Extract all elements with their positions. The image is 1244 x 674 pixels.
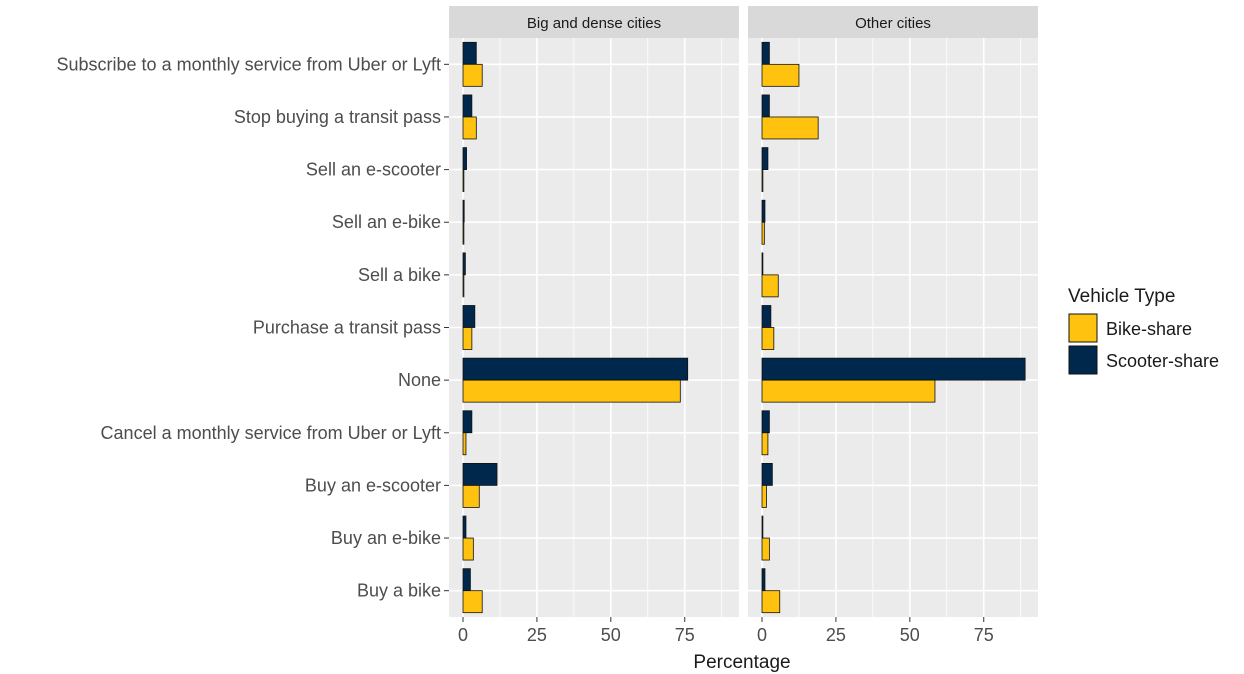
bar-scooter-share-none: [761, 357, 1026, 381]
category-label-cancel-a-monthly-service-from-uber-or-lyft: Cancel a monthly service from Uber or Ly…: [101, 423, 441, 443]
bar-bike-share-cancel-a-monthly-service-from-uber-or-lyft: [462, 432, 467, 456]
bar-bike-share-buy-a-bike: [761, 590, 781, 614]
bar-scooter-share-purchase-a-transit-pass: [462, 305, 476, 328]
bar-scooter-share-sell-a-bike: [761, 252, 764, 276]
bar-bike-share-none: [761, 379, 936, 403]
category-axis-labels: Subscribe to a monthly service from Uber…: [57, 54, 449, 601]
bar-bike-share-sell-a-bike: [761, 274, 779, 298]
strip-other-cities: [748, 6, 1038, 38]
bar-scooter-share-sell-an-e-scooter: [761, 147, 769, 170]
bar-scooter-share-buy-a-bike: [462, 568, 471, 592]
x-axis-title: Percentage: [693, 652, 790, 673]
bar-bike-share-cancel-a-monthly-service-from-uber-or-lyft: [761, 432, 769, 456]
x-tick-label: 75: [974, 625, 994, 645]
bar-bike-share-stop-buying-a-transit-pass: [462, 116, 477, 140]
bar-scooter-share-buy-an-e-scooter: [761, 463, 773, 486]
bar-scooter-share-sell-a-bike: [462, 252, 466, 276]
category-label-none: None: [398, 370, 441, 390]
strip-big-and-dense-cities: [449, 6, 739, 38]
legend-label-scooter-share: Scooter-share: [1106, 351, 1219, 371]
bar-scooter-share-cancel-a-monthly-service-from-uber-or-lyft: [462, 410, 473, 434]
x-tick-label: 50: [601, 625, 621, 645]
bar-scooter-share-none: [462, 357, 689, 381]
category-label-sell-a-bike: Sell a bike: [358, 265, 441, 285]
legend-title: Vehicle Type: [1068, 286, 1175, 307]
bar-bike-share-buy-a-bike: [462, 590, 483, 614]
category-label-sell-an-e-scooter: Sell an e-scooter: [306, 160, 441, 180]
bar-bike-share-buy-an-e-bike: [761, 537, 770, 561]
legend-label-bike-share: Bike-share: [1106, 319, 1192, 339]
x-tick-label: 50: [900, 625, 920, 645]
x-tick-label: 75: [675, 625, 695, 645]
bar-bike-share-buy-an-e-bike: [462, 537, 474, 561]
bar-scooter-share-buy-an-e-bike: [761, 515, 764, 539]
category-label-buy-a-bike: Buy a bike: [357, 581, 441, 601]
strip-label-big-and-dense-cities: Big and dense cities: [527, 15, 661, 32]
legend-key-scooter-share: [1068, 345, 1098, 375]
bar-bike-share-none: [462, 379, 681, 403]
panel-other-cities: Other cities 0 25 50 75: [748, 6, 1038, 645]
bar-bike-share-stop-buying-a-transit-pass: [761, 116, 819, 140]
category-label-stop-buying-a-transit-pass: Stop buying a transit pass: [234, 107, 441, 127]
strip-label-other-cities: Other cities: [855, 15, 931, 32]
bar-scooter-share-sell-an-e-bike: [761, 199, 766, 223]
bar-scooter-share-purchase-a-transit-pass: [761, 305, 772, 328]
bar-scooter-share-subscribe-to-a-monthly-service-from-uber-or-lyft: [761, 41, 770, 65]
bar-bike-share-sell-an-e-scooter: [462, 169, 465, 192]
bar-scooter-share-stop-buying-a-transit-pass: [761, 94, 770, 118]
bar-bike-share-subscribe-to-a-monthly-service-from-uber-or-lyft: [761, 63, 800, 87]
bar-scooter-share-subscribe-to-a-monthly-service-from-uber-or-lyft: [462, 41, 477, 65]
category-label-sell-an-e-bike: Sell an e-bike: [332, 212, 441, 232]
bar-scooter-share-buy-an-e-scooter: [462, 463, 498, 486]
bar-bike-share-sell-an-e-bike: [462, 221, 465, 245]
facet-panels: Big and dense cities 0 25 50 75 Other cities 0…: [449, 6, 1038, 645]
bar-scooter-share-sell-an-e-bike: [462, 199, 465, 223]
bar-bike-share-purchase-a-transit-pass: [462, 327, 473, 350]
bar-scooter-share-buy-a-bike: [761, 568, 766, 592]
bar-bike-share-purchase-a-transit-pass: [761, 327, 775, 350]
x-tick-label: 25: [826, 625, 846, 645]
category-label-buy-an-e-scooter: Buy an e-scooter: [305, 475, 441, 495]
x-tick-label: 0: [757, 625, 767, 645]
category-label-buy-an-e-bike: Buy an e-bike: [331, 528, 441, 548]
bar-bike-share-sell-an-e-scooter: [761, 169, 764, 192]
bar-scooter-share-stop-buying-a-transit-pass: [462, 94, 473, 118]
legend-key-bike-share: [1068, 313, 1098, 343]
bar-scooter-share-buy-an-e-bike: [462, 515, 467, 539]
bar-bike-share-buy-an-e-scooter: [761, 485, 767, 508]
legend: Vehicle Type Bike-share Scooter-share: [1068, 286, 1219, 375]
x-tick-label: 0: [458, 625, 468, 645]
category-label-purchase-a-transit-pass: Purchase a transit pass: [253, 318, 441, 338]
bar-scooter-share-sell-an-e-scooter: [462, 147, 467, 170]
bar-bike-share-sell-an-e-bike: [761, 221, 765, 245]
bar-scooter-share-cancel-a-monthly-service-from-uber-or-lyft: [761, 410, 770, 434]
bar-bike-share-buy-an-e-scooter: [462, 485, 480, 508]
bar-bike-share-sell-a-bike: [462, 274, 465, 298]
category-label-subscribe-to-a-monthly-service-from-uber-or-lyft: Subscribe to a monthly service from Uber…: [57, 54, 441, 74]
x-tick-label: 25: [527, 625, 547, 645]
panel-big-and-dense-cities: Big and dense cities 0 25 50 75: [449, 6, 739, 645]
bar-bike-share-subscribe-to-a-monthly-service-from-uber-or-lyft: [462, 63, 483, 87]
